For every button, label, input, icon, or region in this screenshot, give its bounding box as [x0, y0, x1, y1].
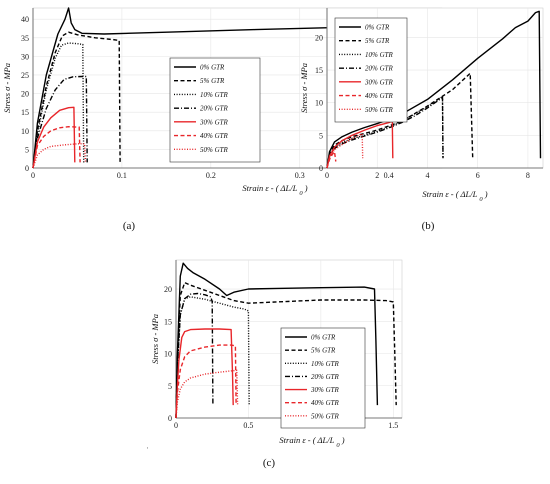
chart-2: 0 2 4 6 8 0 5 10 15 20 0% GTR 5% GTR 10% GTR 20% GTR 3… — [299, 7, 544, 232]
x-tick-label: 0.1 — [117, 171, 127, 180]
y-axis-label: Stress σ - MPa — [150, 314, 160, 364]
y-tick-label: 20 — [21, 90, 29, 99]
legend-box — [169, 57, 261, 163]
x-tick-label: 8 — [526, 171, 530, 180]
legend-label: 40% GTR — [311, 399, 340, 407]
legend-label: 5% GTR — [311, 347, 336, 355]
x-tick-label: 0.4 — [384, 171, 394, 180]
y-tick-label: 20 — [315, 33, 323, 42]
series-line — [175, 296, 250, 419]
legend-label: 5% GTR — [200, 77, 225, 85]
y-tick-label: 5 — [168, 382, 172, 391]
series-line — [326, 151, 337, 169]
y-tick-label: 25 — [21, 71, 29, 80]
y-tick-label: 0 — [168, 414, 172, 423]
legend-label: 30% GTR — [199, 118, 229, 126]
legend-label: 10% GTR — [365, 51, 394, 59]
x-axis-label: Strain ε - ( ΔL/L 0 ) — [279, 435, 344, 449]
y-axis-label: Stress σ - MPa — [2, 63, 12, 113]
legend-label: 40% GTR — [200, 132, 229, 140]
x-axis-label: Strain ε - ( ΔL/L 0 ) — [422, 189, 487, 203]
y-tick-label: 15 — [315, 66, 323, 75]
y-tick-label: 35 — [21, 34, 29, 43]
y-tick-label: 0 — [319, 164, 323, 173]
legend-label: 0% GTR — [365, 24, 390, 32]
legend-label: 50% GTR — [311, 412, 340, 420]
legend-label: 10% GTR — [200, 91, 229, 99]
x-tick-label: 0.2 — [206, 171, 216, 180]
legend-label: 10% GTR — [311, 360, 340, 368]
caption-dot: · — [146, 443, 149, 453]
series-line — [175, 344, 237, 419]
x-tick-label: 6 — [476, 171, 480, 180]
series-line — [32, 75, 88, 169]
x-axis-label: Strain ε - ( ΔL/L 0 ) — [242, 183, 307, 197]
series-line — [175, 262, 379, 419]
legend-label: 40% GTR — [365, 92, 394, 100]
legend-label: 5% GTR — [365, 37, 390, 45]
y-tick-label: 5 — [319, 131, 323, 140]
legend-label: 30% GTR — [310, 386, 340, 394]
legend-label: 50% GTR — [365, 106, 394, 114]
series-line — [32, 42, 85, 169]
x-tick-label: 0.3 — [295, 171, 305, 180]
y-tick-label: 15 — [164, 317, 172, 326]
y-tick-label: 40 — [21, 15, 29, 24]
series-line — [175, 369, 239, 419]
series-line — [32, 31, 121, 169]
y-tick-label: 30 — [21, 52, 29, 61]
legend-label: 30% GTR — [364, 78, 394, 86]
legend-label: 20% GTR — [365, 65, 394, 73]
series-line — [175, 292, 214, 419]
y-tick-label: 5 — [25, 145, 29, 154]
chart-caption: (b) — [422, 220, 435, 232]
series-line — [32, 106, 76, 169]
x-tick-label: 0 — [174, 421, 178, 430]
legend-label: 50% GTR — [200, 146, 229, 154]
x-tick-label: 1.5 — [388, 421, 398, 430]
x-tick-label: 0 — [31, 171, 35, 180]
legend-box — [334, 17, 408, 123]
legend-label: 0% GTR — [311, 334, 336, 342]
legend-label: 20% GTR — [311, 373, 340, 381]
x-tick-label: 4 — [425, 171, 429, 180]
series-line — [175, 281, 397, 419]
y-tick-label: 20 — [164, 285, 172, 294]
x-tick-label: 0 — [325, 171, 329, 180]
legend-label: 0% GTR — [200, 64, 225, 72]
y-tick-label: 0 — [25, 164, 29, 173]
series-line — [32, 126, 81, 169]
y-tick-label: 10 — [21, 127, 29, 136]
chart-caption: (c) — [263, 457, 276, 469]
y-axis-label: Stress σ - MPa — [299, 63, 309, 113]
x-tick-label: 2 — [375, 171, 379, 180]
series-line — [175, 328, 234, 419]
series-line — [32, 143, 87, 169]
chart-caption: (a) — [123, 220, 136, 232]
x-tick-label: 0.5 — [243, 421, 253, 430]
series-line — [326, 10, 542, 169]
series-line — [326, 72, 474, 169]
y-tick-label: 10 — [315, 99, 323, 108]
y-tick-label: 15 — [21, 108, 29, 117]
y-tick-label: 10 — [164, 350, 172, 359]
legend-label: 20% GTR — [200, 105, 229, 113]
legend-box — [280, 327, 366, 429]
